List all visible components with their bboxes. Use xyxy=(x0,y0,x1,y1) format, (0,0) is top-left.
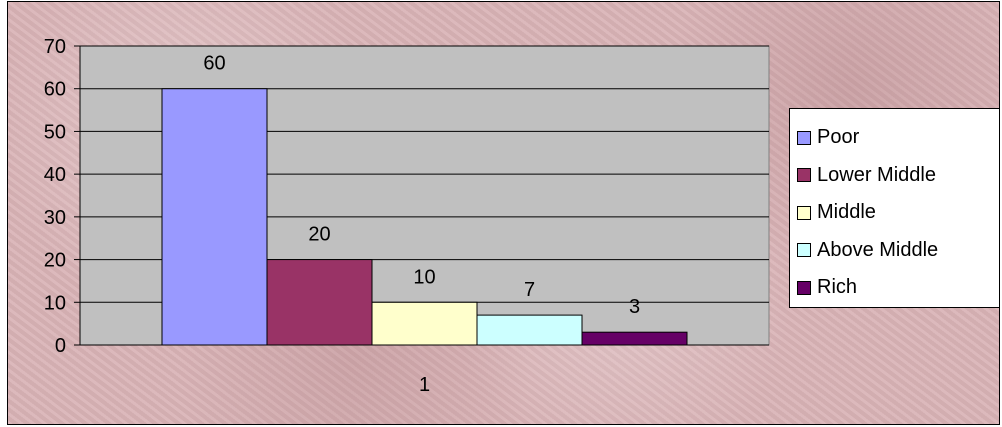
legend-swatch xyxy=(797,130,811,145)
data-label: 20 xyxy=(308,224,330,246)
data-label: 7 xyxy=(524,279,535,301)
bar-rich xyxy=(581,331,688,346)
legend-item: Rich xyxy=(797,269,999,307)
legend-item: Lower Middle xyxy=(797,157,999,195)
axes: 0 10 20 30 40 50 60 70 1 xyxy=(44,36,769,396)
legend-label: Lower Middle xyxy=(817,163,936,186)
data-label: 10 xyxy=(413,266,435,288)
y-tick-label: 10 xyxy=(44,292,66,314)
legend-label: Above Middle xyxy=(817,238,939,261)
y-tick-label: 50 xyxy=(44,121,66,143)
legend-label: Rich xyxy=(817,276,858,299)
legend-swatch xyxy=(797,243,811,258)
bar-lower-middle xyxy=(266,259,373,346)
legend-item: Above Middle xyxy=(797,232,999,270)
y-tick-label: 30 xyxy=(44,207,66,229)
data-label: 60 xyxy=(203,53,225,75)
legend-swatch xyxy=(797,168,811,183)
y-tick-label: 60 xyxy=(44,79,66,101)
legend-swatch xyxy=(797,205,811,220)
legend-swatch xyxy=(797,280,811,295)
y-tick-label: 0 xyxy=(55,335,66,357)
bar-poor xyxy=(161,88,268,346)
data-label: 3 xyxy=(629,296,640,318)
legend-label: Poor xyxy=(817,126,860,149)
y-tick-label: 70 xyxy=(44,36,66,58)
legend-label: Middle xyxy=(817,201,876,224)
y-tick-label: 20 xyxy=(44,250,66,272)
legend-item: Middle xyxy=(797,194,999,232)
bar-middle xyxy=(371,301,478,346)
legend-item: Poor xyxy=(797,119,999,157)
bar-above-middle xyxy=(476,314,583,346)
x-tick-label: 1 xyxy=(419,374,430,396)
legend: Poor Lower Middle Middle Above Middle Rich xyxy=(789,108,1000,308)
y-tick-label: 40 xyxy=(44,164,66,186)
